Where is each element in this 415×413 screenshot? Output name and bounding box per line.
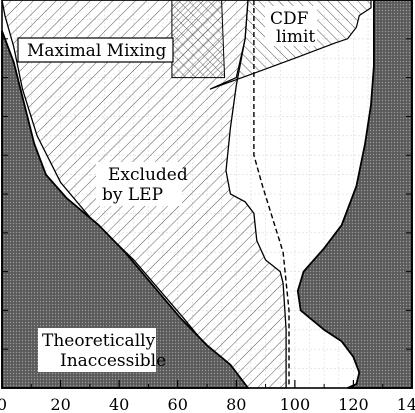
excluded-label-bg	[96, 162, 182, 206]
cdf-label-line-2: limit	[276, 27, 315, 47]
cdf-label-line-1: CDF	[270, 9, 309, 29]
maximal-mixing-box	[17, 37, 174, 63]
maximal-mixing-label: Maximal Mixing	[27, 41, 166, 61]
dashed-limit-line	[253, 0, 290, 388]
theo-label-line-1: Theoretically	[42, 331, 156, 351]
x-tick-label: 80	[226, 395, 246, 413]
lines	[253, 0, 290, 388]
x-tick-label: 20	[50, 395, 70, 413]
excluded-label-line-1: Excluded	[108, 165, 188, 185]
theoretically-inaccessible-right-region	[296, 0, 413, 389]
theo-label-line-2: Inaccessible	[60, 351, 166, 371]
theo-label-bg	[38, 328, 156, 372]
x-tick-label: 60	[168, 395, 188, 413]
x-tick-label: 100	[280, 395, 311, 413]
x-tick-label: 0	[0, 395, 7, 413]
cdf-label-bg	[265, 6, 317, 46]
maximal-mixing-region	[171, 0, 226, 79]
x-tick-label: 40	[109, 395, 129, 413]
excluded-label-line-2: by LEP	[102, 185, 163, 205]
x-axis-ticks: 0 20 40 60 80 100 120 140	[0, 38, 415, 413]
x-tick-label: 120	[338, 395, 369, 413]
x-tick-label: 140	[397, 395, 415, 413]
theoretically-inaccessible-region	[1, 30, 250, 389]
